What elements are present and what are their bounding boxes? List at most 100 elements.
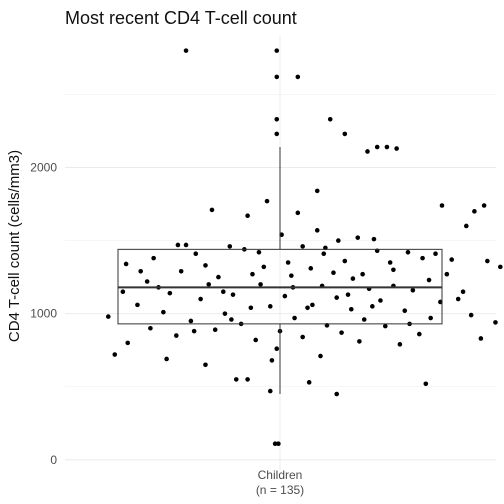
- data-point: [342, 258, 348, 264]
- data-point: [276, 441, 281, 446]
- data-point: [308, 266, 314, 271]
- data-point: [314, 188, 320, 194]
- data-point: [410, 287, 416, 293]
- data-point: [321, 251, 327, 257]
- data-point: [245, 213, 250, 219]
- data-point: [370, 304, 375, 309]
- data-point: [433, 251, 438, 257]
- y-tick-label: 2000: [30, 161, 57, 175]
- data-point: [361, 317, 367, 322]
- box-group: [117, 147, 443, 395]
- data-point: [144, 279, 150, 284]
- data-point: [295, 74, 301, 80]
- data-point: [318, 353, 323, 359]
- data-point: [498, 264, 503, 270]
- data-point: [305, 305, 310, 311]
- data-point: [256, 249, 262, 255]
- y-axis-title: CD4 T-cell count (cells/mm3): [6, 150, 23, 342]
- data-point: [183, 242, 189, 248]
- data-point: [300, 334, 305, 340]
- data-point: [350, 276, 356, 281]
- data-point: [250, 271, 255, 277]
- data-point: [493, 320, 498, 325]
- data-point: [331, 270, 336, 276]
- data-point: [138, 268, 143, 274]
- data-point: [449, 257, 455, 262]
- data-point: [285, 260, 291, 265]
- data-point: [253, 337, 258, 343]
- data-point: [161, 309, 166, 315]
- data-point: [264, 198, 270, 204]
- data-point: [472, 209, 477, 214]
- data-point: [248, 305, 254, 311]
- grid: [65, 36, 496, 470]
- data-point: [191, 328, 197, 334]
- data-point: [428, 315, 433, 321]
- data-point: [175, 242, 181, 248]
- data-point: [481, 203, 487, 208]
- data-point: [426, 277, 432, 283]
- data-point: [274, 346, 280, 352]
- chart-title: Most recent CD4 T-cell count: [65, 8, 297, 28]
- data-point: [123, 261, 129, 267]
- data-point: [334, 295, 340, 300]
- data-point: [120, 289, 126, 295]
- data-point: [148, 325, 153, 331]
- data-point: [345, 292, 351, 297]
- data-point: [327, 116, 333, 122]
- data-point: [289, 273, 294, 278]
- data-point: [167, 290, 173, 296]
- data-point: [221, 289, 226, 295]
- data-point: [274, 116, 280, 122]
- data-point: [164, 356, 169, 362]
- data-point: [267, 304, 273, 309]
- data-point: [274, 48, 280, 53]
- data-point: [417, 331, 422, 337]
- data-point: [348, 306, 354, 312]
- data-point: [267, 388, 273, 394]
- data-point: [178, 268, 184, 274]
- data-point: [233, 377, 239, 382]
- data-point: [342, 131, 348, 137]
- data-point: [383, 323, 388, 329]
- data-point: [334, 391, 340, 397]
- data-point: [355, 235, 361, 240]
- data-point: [272, 441, 278, 446]
- data-point: [258, 282, 263, 287]
- x-tick-label: Children: [258, 468, 303, 482]
- data-point: [391, 267, 396, 273]
- data-points: [105, 48, 503, 446]
- data-point: [394, 146, 399, 151]
- data-point: [282, 293, 288, 299]
- data-point: [174, 333, 179, 338]
- data-point: [112, 352, 118, 357]
- data-point: [365, 149, 370, 154]
- data-point: [135, 302, 140, 308]
- data-point: [402, 308, 408, 314]
- data-point: [455, 296, 461, 302]
- data-point: [227, 244, 233, 249]
- data-point: [105, 314, 111, 319]
- data-point: [274, 131, 280, 137]
- data-point: [203, 362, 208, 368]
- data-point: [405, 249, 411, 255]
- data-point: [188, 318, 194, 324]
- data-point: [230, 292, 236, 297]
- data-point: [387, 260, 393, 265]
- data-point: [212, 327, 218, 333]
- data-point: [485, 258, 490, 264]
- y-tick-label: 1000: [30, 307, 57, 321]
- data-point: [193, 251, 199, 257]
- data-point: [378, 298, 383, 303]
- data-point: [314, 228, 320, 233]
- data-point: [151, 255, 156, 261]
- data-point: [460, 289, 466, 295]
- data-point: [420, 255, 425, 261]
- data-point: [444, 271, 450, 277]
- data-point: [295, 210, 301, 216]
- data-point: [206, 282, 212, 287]
- data-point: [478, 336, 484, 341]
- data-point: [222, 311, 228, 316]
